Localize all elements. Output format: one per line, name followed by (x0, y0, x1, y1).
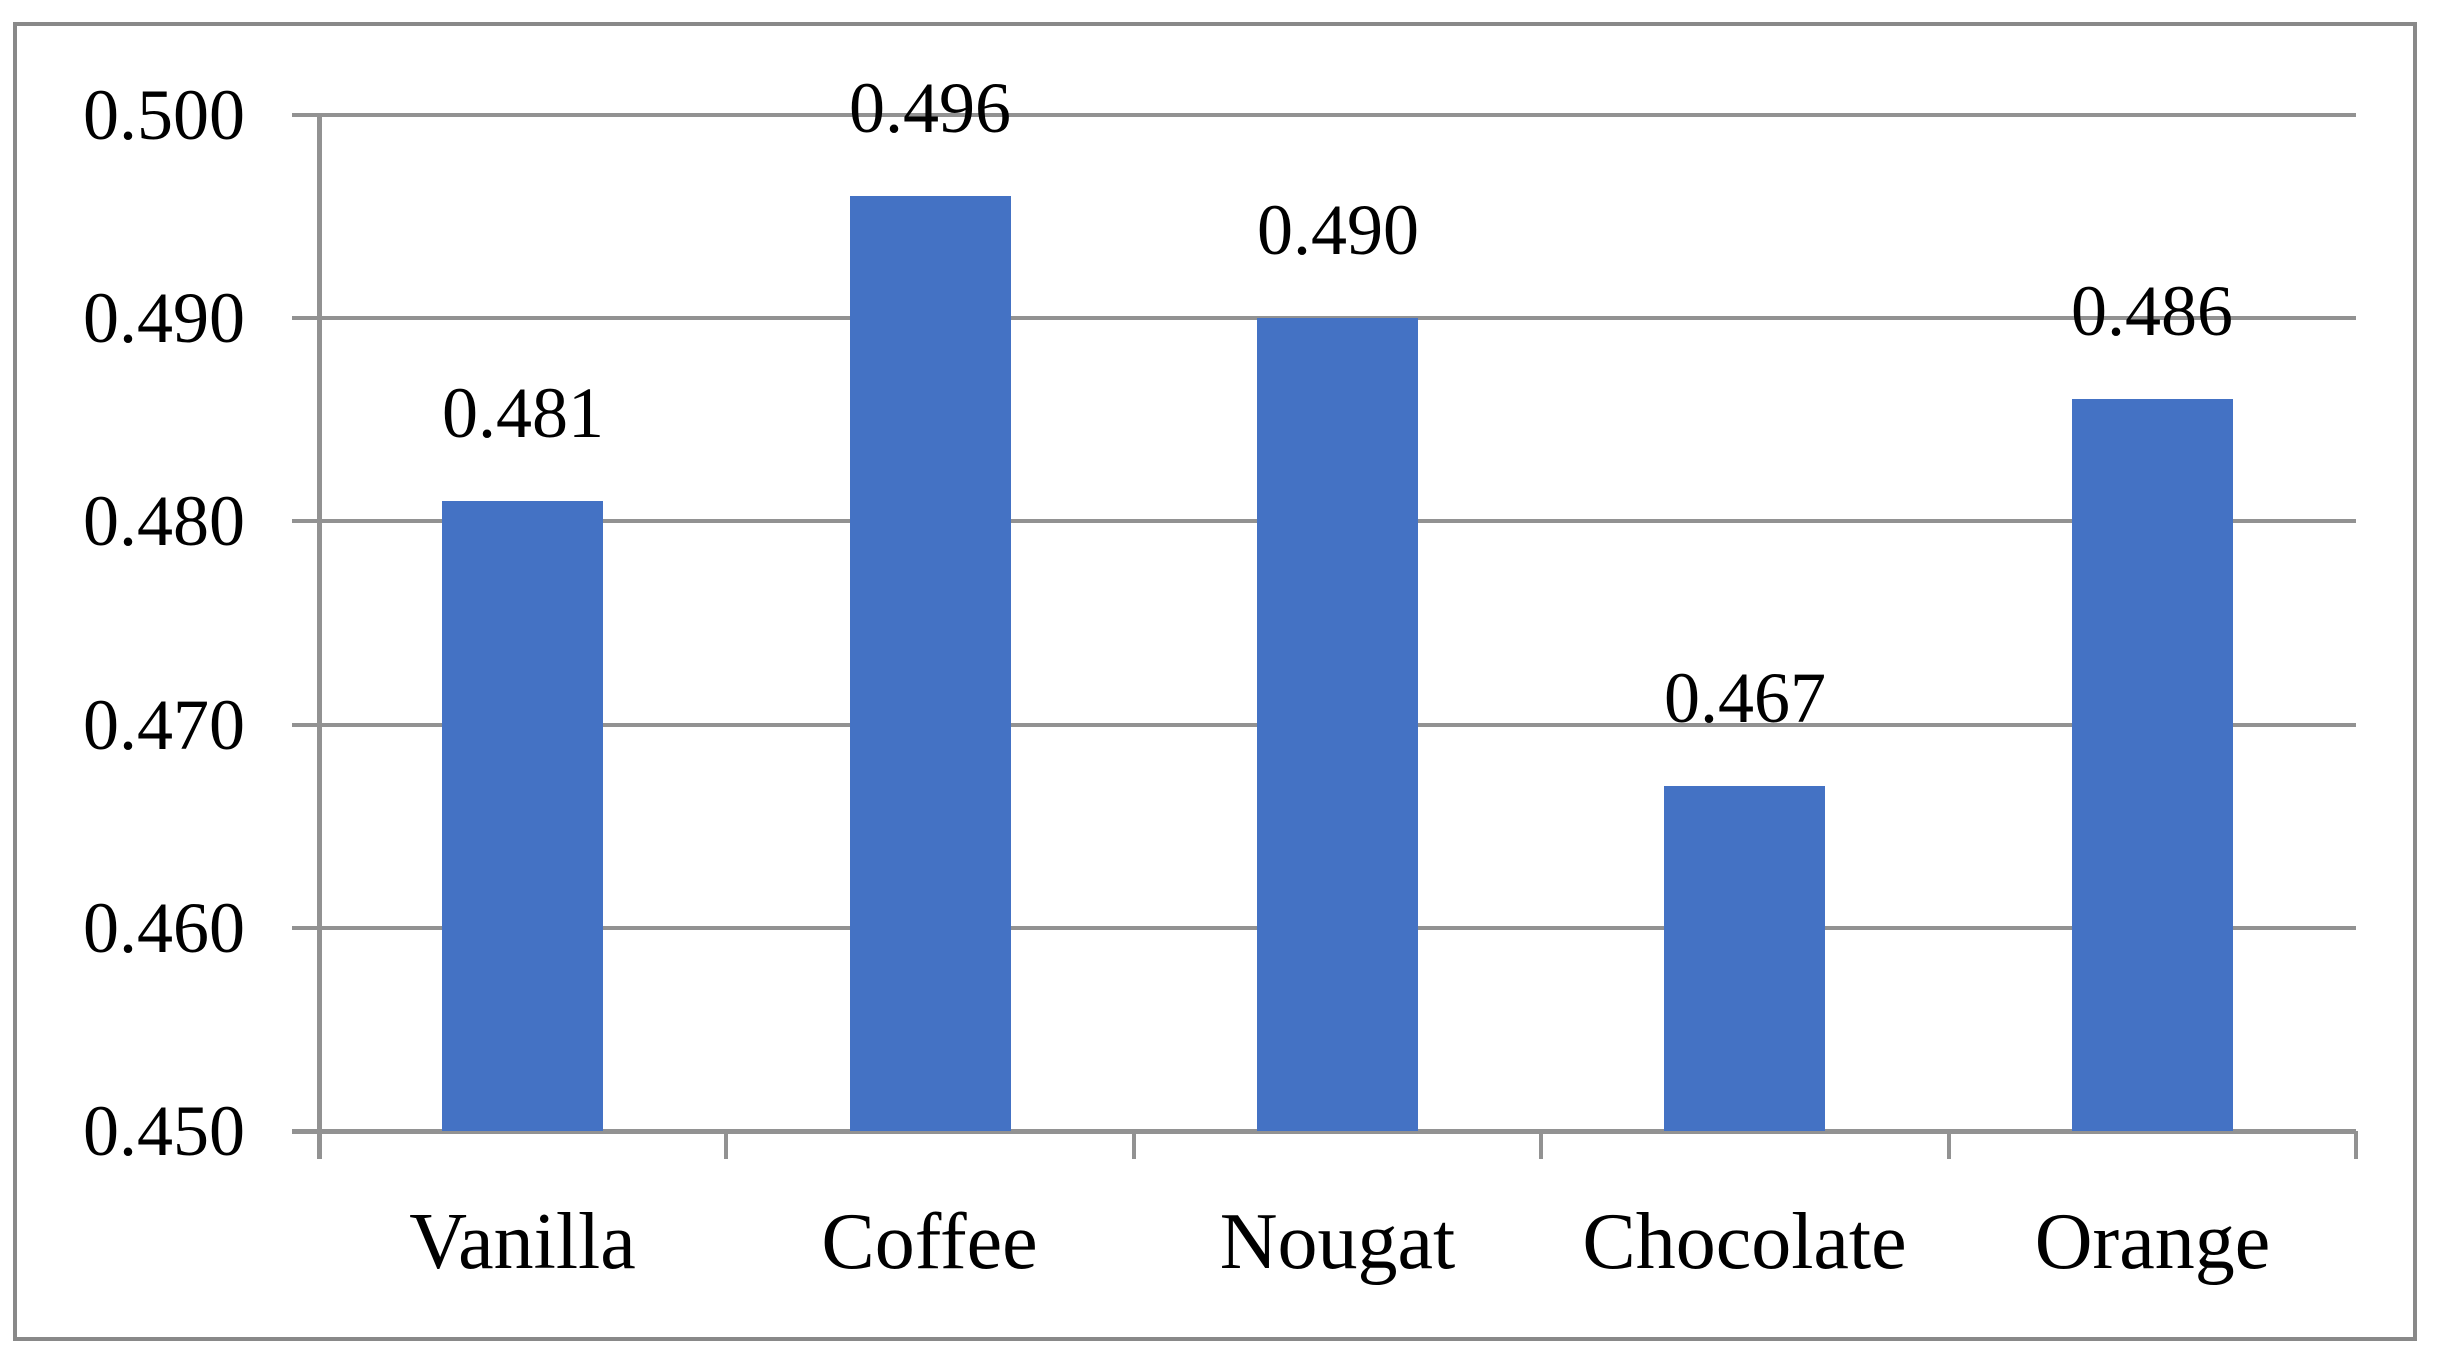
bar-vanilla (442, 501, 603, 1131)
bar-coffee (850, 196, 1011, 1131)
y-axis-tick-label: 0.500 (83, 75, 245, 155)
bar-value-label: 0.486 (2071, 271, 2233, 351)
x-axis-category-label: Chocolate (1582, 1198, 1907, 1286)
bar-orange (2072, 399, 2233, 1131)
x-axis-category-label: Nougat (1219, 1198, 1456, 1286)
chart-frame-border (13, 22, 2417, 1341)
x-axis-tick (1132, 1131, 1136, 1159)
x-axis-tick (1947, 1131, 1951, 1159)
bar-chocolate (1664, 786, 1825, 1131)
bar-value-label: 0.481 (442, 373, 604, 453)
y-axis-line (317, 115, 322, 1159)
x-axis-category-label: Vanilla (409, 1198, 636, 1286)
bar-value-label: 0.490 (1257, 190, 1419, 270)
bar-value-label: 0.496 (849, 68, 1011, 148)
y-axis-tick-label: 0.490 (83, 278, 245, 358)
x-axis-line (292, 1129, 2356, 1134)
y-axis-tick-label: 0.480 (83, 481, 245, 561)
y-gridline (292, 113, 2356, 117)
x-axis-category-label: Orange (2034, 1198, 2271, 1286)
x-axis-tick (724, 1131, 728, 1159)
x-axis-category-label: Coffee (821, 1198, 1038, 1286)
bar-value-label: 0.467 (1664, 658, 1826, 738)
y-axis-tick-label: 0.460 (83, 888, 245, 968)
y-axis-tick-label: 0.470 (83, 685, 245, 765)
x-axis-tick (1539, 1131, 1543, 1159)
bar-nougat (1257, 318, 1418, 1131)
y-axis-tick-label: 0.450 (83, 1091, 245, 1171)
x-axis-tick (2354, 1131, 2358, 1159)
